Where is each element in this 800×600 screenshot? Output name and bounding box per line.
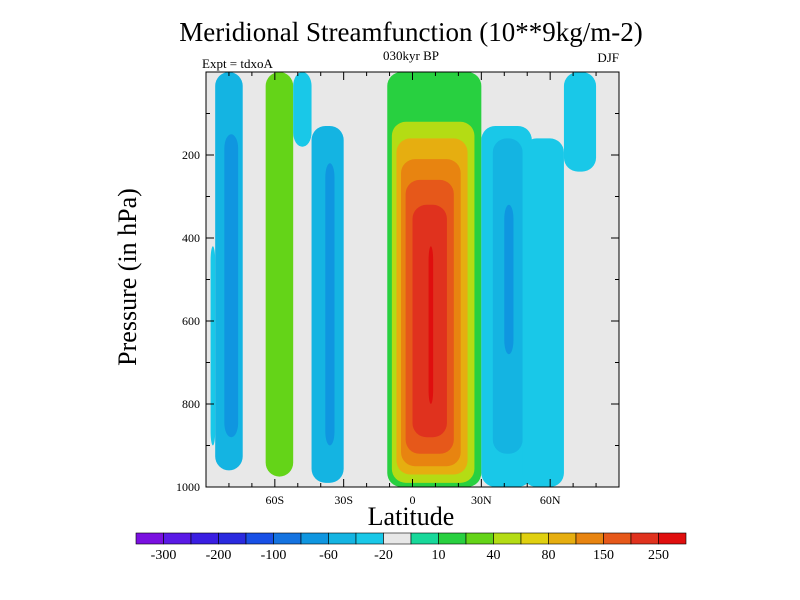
colorbar-swatch: [300, 532, 329, 545]
colorbar-swatch: [383, 532, 412, 545]
y-tick-label: 800: [182, 397, 200, 411]
colorbar-swatch: [328, 532, 357, 545]
y-tick-label: 400: [182, 231, 200, 245]
x-axis-label: Latitude: [368, 502, 455, 531]
chart-title: Meridional Streamfunction (10**9kg/m-2): [179, 17, 642, 47]
colorbar-label: 250: [648, 548, 669, 563]
colorbar-swatch: [465, 532, 494, 545]
colorbar-label: 150: [593, 548, 614, 563]
x-tick-label: 60N: [540, 493, 561, 507]
colorbar-swatch: [575, 532, 604, 545]
colorbar-swatch: [273, 532, 302, 545]
y-tick-label: 1000: [176, 480, 200, 494]
colorbar-label: 40: [487, 548, 501, 563]
colorbar-label: 80: [542, 548, 556, 563]
colorbar-label: -100: [261, 548, 287, 563]
x-tick-label: 0: [410, 493, 416, 507]
y-tick-label: 200: [182, 148, 200, 162]
contour-band: [210, 246, 216, 446]
colorbar-label: -20: [374, 548, 393, 563]
contour-band: [224, 134, 239, 438]
y-axis-ticks: 200 400 600 800 1000: [176, 113, 619, 494]
contour-band: [428, 246, 434, 404]
x-tick-label: 30S: [334, 493, 353, 507]
contour-band: [504, 204, 514, 355]
colorbar-swatch: [520, 532, 549, 545]
y-tick-label: 600: [182, 314, 200, 328]
colorbar-swatch: [190, 532, 219, 545]
contour-band: [522, 138, 564, 487]
contour-band: [325, 163, 335, 446]
colorbar-swatch: [245, 532, 274, 545]
colorbar-swatch: [163, 532, 192, 545]
colorbar-swatch: [630, 532, 659, 545]
contour-band: [265, 72, 294, 477]
colorbar-swatch: [438, 532, 467, 545]
chart-subtitle: 030kyr BP: [383, 48, 439, 63]
contour-band: [563, 72, 597, 172]
colorbar-label: -60: [319, 548, 338, 563]
contour-band: [293, 72, 312, 147]
x-tick-label: 60S: [265, 493, 284, 507]
colorbar-swatch: [410, 532, 439, 545]
experiment-label: Expt = tdxoA: [202, 56, 273, 71]
x-axis-ticks: 60S 30S 0 30N 60N: [228, 72, 597, 507]
colorbar-swatch: [135, 532, 164, 545]
colorbar-swatch: [355, 532, 384, 545]
x-tick-label: 30N: [471, 493, 492, 507]
colorbar-swatch: [658, 532, 687, 545]
colorbar-swatch: [603, 532, 632, 545]
colorbar-label: -300: [151, 548, 177, 563]
colorbar-swatch: [548, 532, 577, 545]
season-label: DJF: [597, 50, 619, 65]
contour-layer: [210, 72, 597, 487]
y-axis-label: Pressure (in hPa): [113, 188, 142, 366]
colorbar-swatch: [218, 532, 247, 545]
colorbar-label: -200: [206, 548, 232, 563]
colorbar-swatch: [493, 532, 522, 545]
colorbar: -300 -200 -100 -60 -20 10 40 80 150 250: [135, 532, 687, 563]
colorbar-label: 10: [432, 548, 446, 563]
